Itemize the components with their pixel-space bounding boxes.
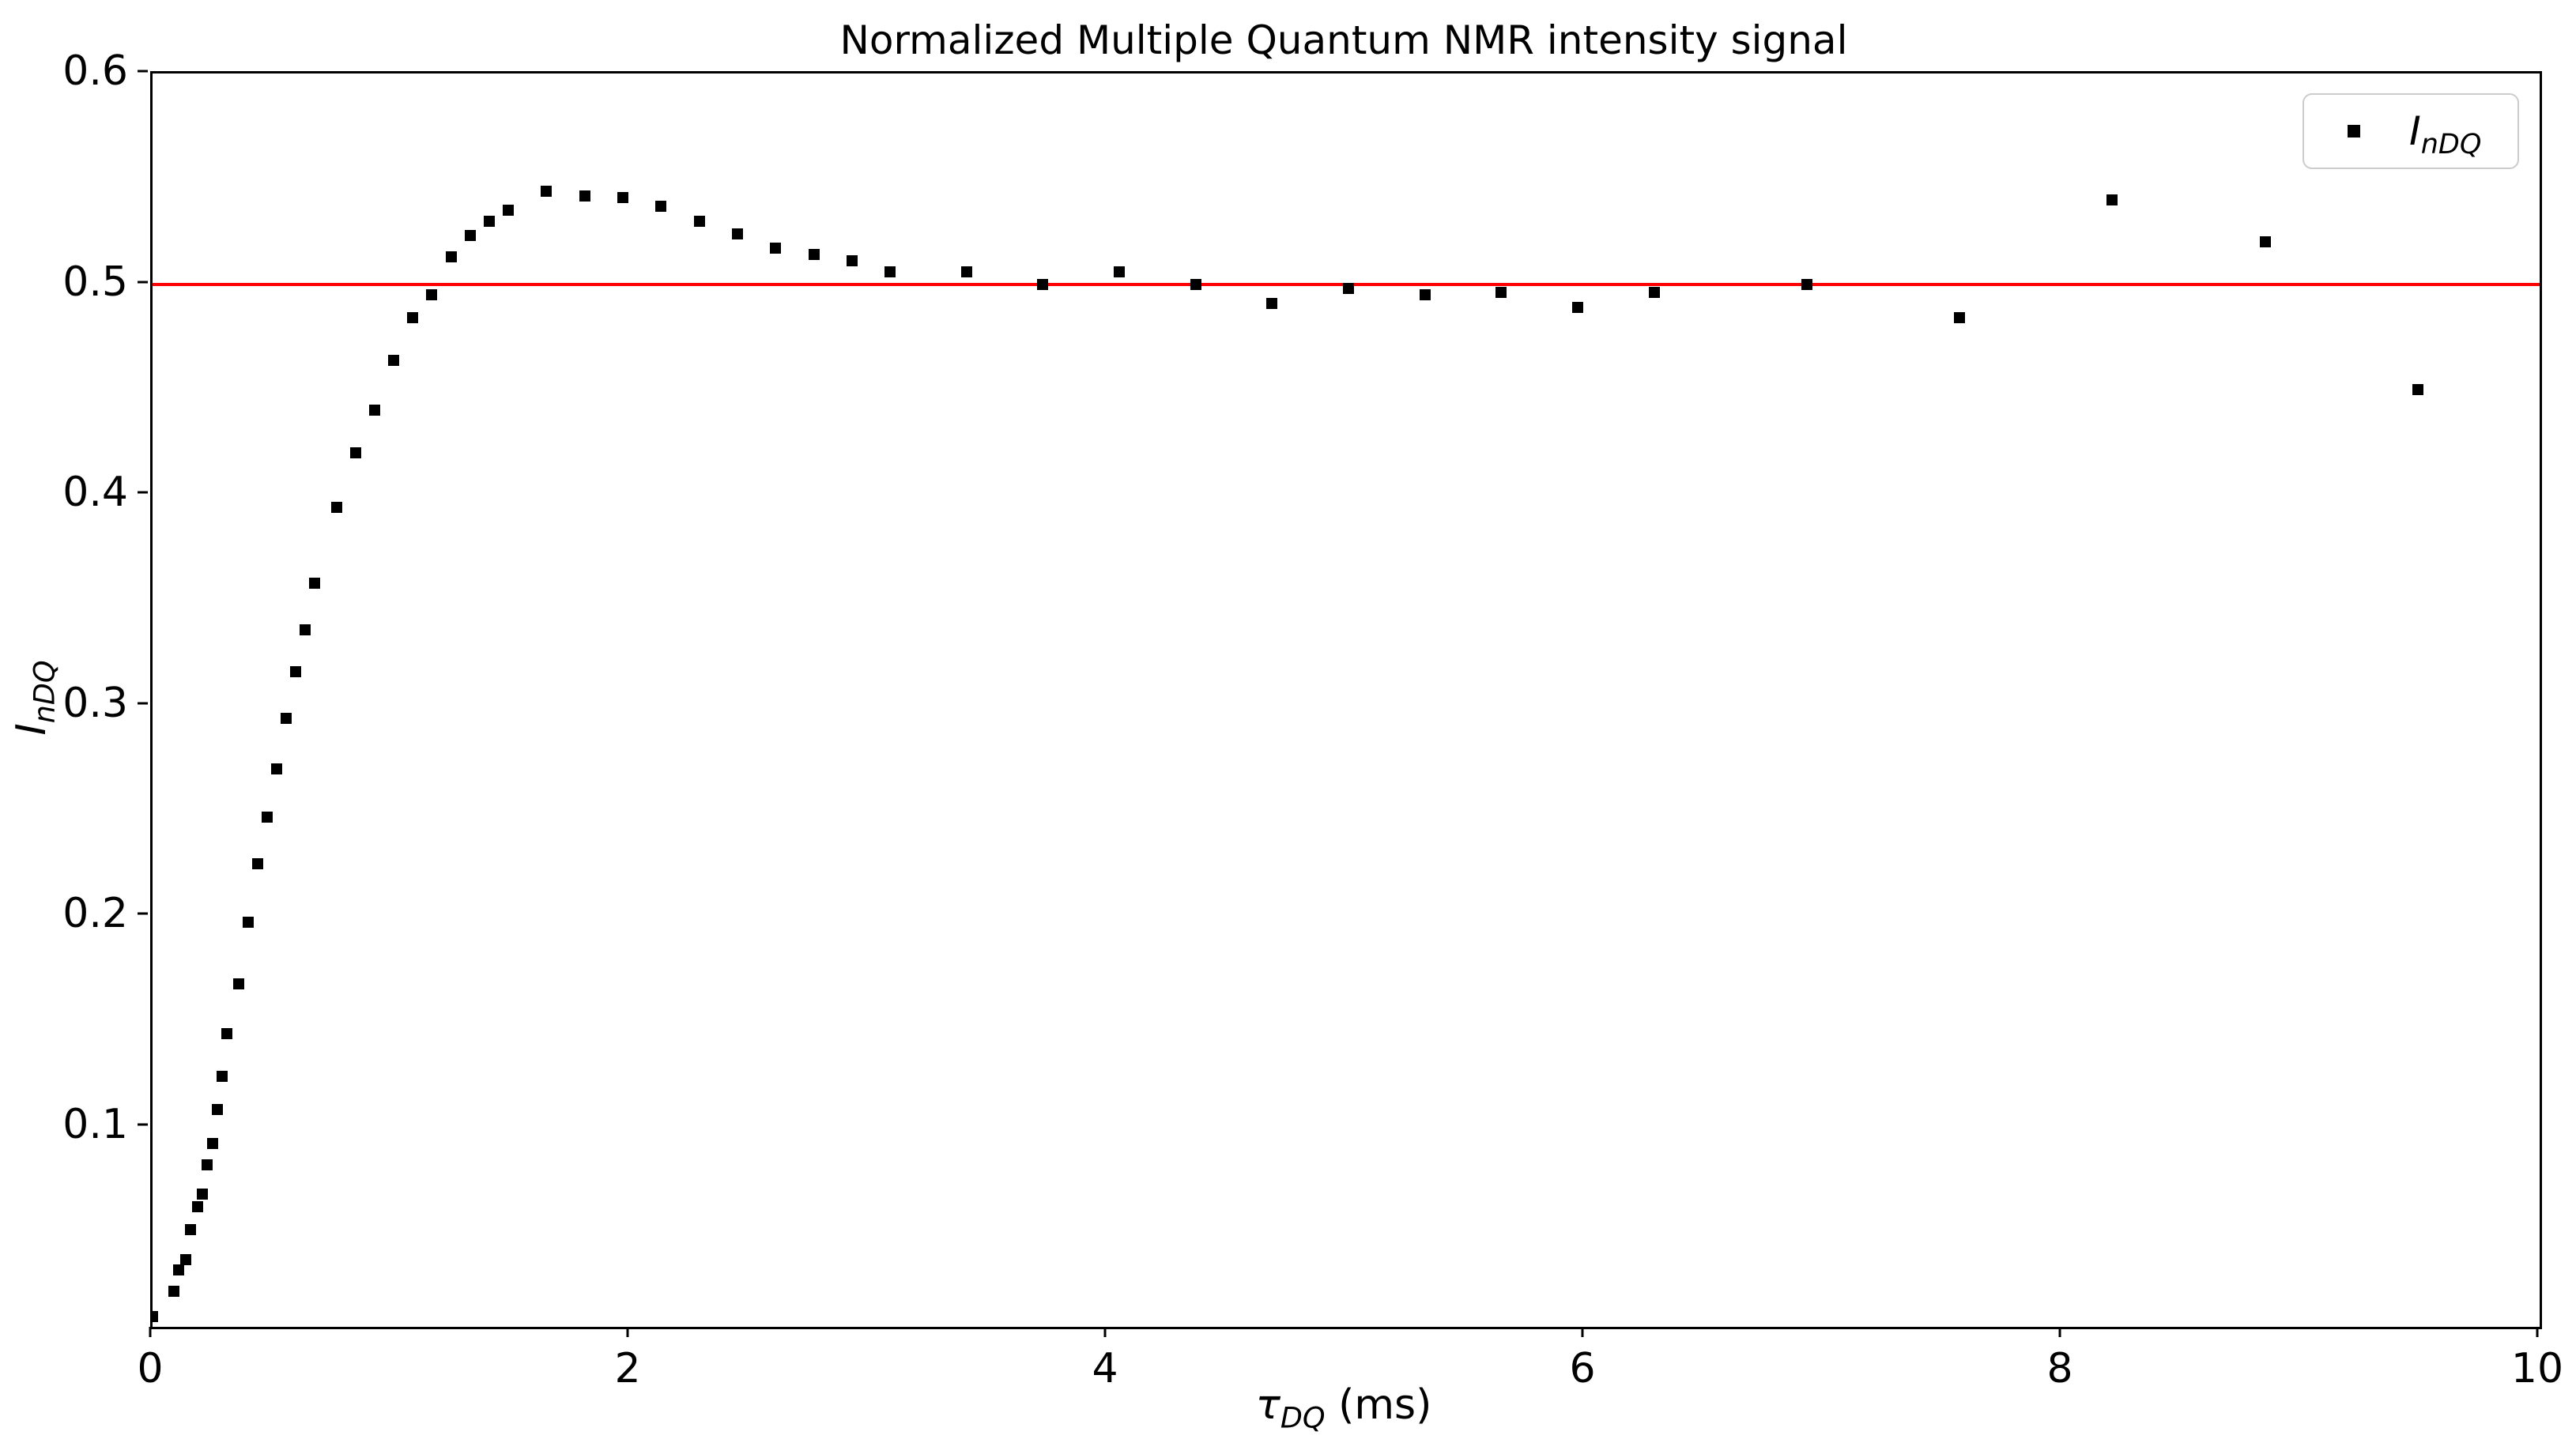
legend-marker-square-icon (2348, 125, 2360, 138)
y-tick (138, 1123, 148, 1126)
x-tick-label: 10 (2510, 1345, 2564, 1392)
data-point (541, 186, 553, 198)
y-tick-label: 0.4 (62, 469, 128, 517)
data-point (1343, 282, 1355, 294)
data-point (617, 192, 628, 204)
data-point (846, 255, 858, 267)
y-tick-label: 0.6 (62, 47, 128, 95)
data-point (153, 1310, 158, 1322)
plot-area (150, 71, 2542, 1329)
y-axis-label-symbol: I (8, 723, 55, 736)
y-tick (138, 70, 148, 73)
data-point (1114, 266, 1126, 277)
data-point (168, 1285, 180, 1297)
data-point (655, 200, 667, 212)
data-point (483, 215, 495, 227)
x-tick-label: 8 (2046, 1345, 2073, 1392)
data-point (300, 624, 311, 635)
data-point (281, 712, 292, 724)
data-point (1419, 288, 1431, 300)
data-point (1037, 278, 1049, 290)
legend-label: InDQ (2409, 108, 2481, 159)
x-tick-label: 2 (614, 1345, 641, 1392)
data-point (770, 243, 782, 254)
data-point (290, 666, 302, 677)
data-point (251, 857, 263, 869)
x-tick-label: 4 (1092, 1345, 1118, 1392)
x-axis-label: τDQ (ms) (1255, 1381, 1432, 1432)
data-point (426, 288, 438, 300)
y-tick-label: 0.5 (62, 258, 128, 306)
data-point (271, 763, 283, 774)
x-axis-label-symbol: τ (1255, 1381, 1280, 1429)
legend: InDQ (2303, 93, 2519, 169)
data-point (1571, 301, 1583, 313)
data-point (388, 354, 400, 366)
y-tick-label: 0.2 (62, 890, 128, 938)
data-point (1495, 287, 1507, 299)
data-point (185, 1224, 197, 1236)
data-point (197, 1189, 209, 1200)
x-axis-label-subscript: DQ (1280, 1400, 1326, 1435)
x-axis-label-unit: (ms) (1325, 1381, 1432, 1429)
data-point (579, 190, 590, 202)
data-point (1801, 278, 1812, 290)
data-point (309, 578, 321, 590)
x-tick (149, 1327, 152, 1337)
data-point (2259, 236, 2271, 248)
data-point (173, 1264, 185, 1276)
x-tick-label: 0 (137, 1345, 164, 1392)
x-tick-label: 6 (1569, 1345, 1596, 1392)
data-point (211, 1104, 223, 1116)
x-tick (626, 1327, 629, 1337)
data-point (464, 230, 476, 242)
data-point (180, 1253, 192, 1265)
data-point (261, 811, 273, 823)
y-tick (138, 912, 148, 915)
data-point (808, 249, 820, 261)
y-tick-label: 0.3 (62, 679, 128, 727)
data-point (216, 1070, 228, 1082)
data-point (884, 266, 896, 277)
data-point (349, 446, 361, 458)
data-point (368, 405, 380, 416)
data-point (502, 205, 514, 217)
y-tick (138, 702, 148, 705)
data-point (242, 917, 254, 929)
data-point (2106, 194, 2118, 205)
x-tick (2058, 1327, 2061, 1337)
data-point (693, 215, 705, 227)
y-tick (138, 491, 148, 494)
y-tick (138, 281, 148, 284)
data-point (206, 1138, 218, 1150)
data-point (2412, 383, 2423, 395)
data-point (192, 1201, 204, 1213)
data-point (202, 1159, 213, 1170)
data-point (330, 502, 342, 514)
data-point (960, 266, 972, 277)
data-point (1954, 312, 1966, 324)
chart-title: Normalized Multiple Quantum NMR intensit… (839, 17, 1848, 63)
legend-label-symbol: I (2409, 108, 2421, 154)
data-point (731, 228, 743, 239)
data-point (445, 251, 457, 262)
data-point (221, 1028, 232, 1040)
data-point (1266, 297, 1278, 309)
data-point (407, 312, 419, 324)
data-point (232, 978, 244, 989)
data-point (1190, 278, 1201, 290)
legend-label-subscript: nDQ (2420, 129, 2482, 160)
x-tick (1103, 1327, 1107, 1337)
x-tick (1581, 1327, 1584, 1337)
y-tick-label: 0.1 (62, 1100, 128, 1148)
data-point (1648, 287, 1660, 299)
x-tick (2536, 1327, 2539, 1337)
